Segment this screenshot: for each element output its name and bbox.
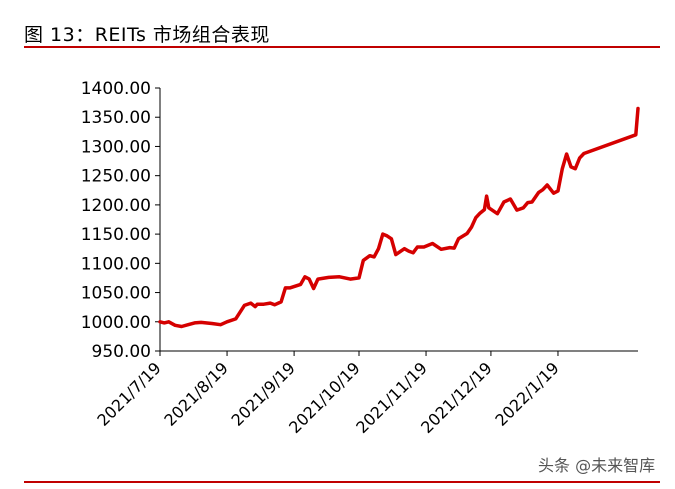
y-tick-label: 1000.00: [81, 313, 151, 333]
y-tick-label: 950.00: [92, 342, 151, 362]
bottom-rule: [24, 481, 660, 483]
series-line: [158, 106, 640, 329]
y-tick-label: 1350.00: [81, 108, 151, 128]
x-axis: 2021/7/192021/8/192021/9/192021/10/19202…: [93, 350, 638, 437]
x-tick-label: 2021/7/19: [93, 358, 164, 429]
x-tick-label: 2021/8/19: [160, 358, 231, 429]
y-tick-label: 1100.00: [81, 254, 151, 274]
y-tick-label: 1250.00: [81, 167, 151, 187]
watermark: 头条 @未来智库: [538, 456, 656, 475]
y-tick-label: 1300.00: [81, 137, 151, 157]
y-tick-label: 1200.00: [81, 196, 151, 216]
y-axis: 950.00 1000.00 1050.00 1100.00 1150.00 1200.0…: [81, 79, 161, 362]
x-tick-label: 2022/1/19: [491, 358, 562, 429]
figure-title: 图 13：REITs 市场组合表现: [24, 24, 270, 46]
y-tick-label: 1150.00: [81, 225, 151, 245]
figure-title-bar: 图 13：REITs 市场组合表现: [24, 16, 660, 48]
y-tick-label: 1400.00: [81, 79, 151, 99]
series-group: [158, 106, 640, 329]
x-tick-label: 2021/9/19: [227, 358, 298, 429]
y-tick-label: 1050.00: [81, 284, 151, 304]
